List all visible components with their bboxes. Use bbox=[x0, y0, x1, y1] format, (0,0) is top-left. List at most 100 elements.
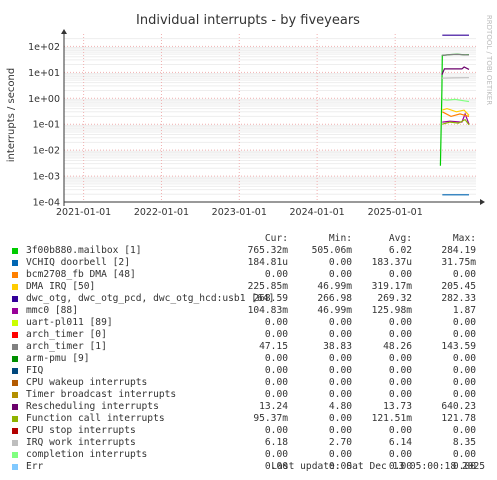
legend-value-avg: 0.00 bbox=[388, 329, 412, 340]
legend-swatch bbox=[12, 452, 18, 458]
legend-swatch bbox=[12, 320, 18, 326]
legend-swatch bbox=[12, 356, 18, 362]
legend-value-cur: 184.81u bbox=[247, 257, 288, 268]
x-tick-label: 2022-01-01 bbox=[134, 207, 189, 218]
legend-value-min: 0.00 bbox=[328, 413, 352, 424]
legend-swatch bbox=[12, 296, 18, 302]
legend-value-max: 1.87 bbox=[452, 305, 476, 316]
series-lines bbox=[439, 34, 470, 196]
legend-row: Err 0.00 0.00 0.00 0.00 bbox=[0, 461, 497, 473]
legend-swatch bbox=[12, 380, 18, 386]
legend-label: uart-pl011 [89] bbox=[26, 317, 113, 328]
legend-value-cur: 225.85m bbox=[247, 281, 288, 292]
legend-value-cur: 47.15 bbox=[259, 341, 288, 352]
legend-value-cur: 765.32m bbox=[247, 245, 288, 256]
legend-value-cur: 268.59 bbox=[253, 293, 288, 304]
legend-value-min: 46.99m bbox=[317, 305, 352, 316]
legend-value-max: 282.33 bbox=[441, 293, 476, 304]
legend-label: VCHIQ doorbell [2] bbox=[26, 257, 130, 268]
legend-value-avg: 13.73 bbox=[383, 401, 412, 412]
legend-value-min: 505.06m bbox=[311, 245, 352, 256]
legend-value-max: 205.45 bbox=[441, 281, 476, 292]
legend-value-cur: 95.37m bbox=[253, 413, 288, 424]
legend-label: arch_timer [1] bbox=[26, 341, 107, 352]
plot-background bbox=[64, 34, 476, 202]
legend-value-min: 0.00 bbox=[328, 377, 352, 388]
series-line bbox=[441, 98, 470, 103]
legend-swatch bbox=[12, 332, 18, 338]
legend-label: arch_timer [0] bbox=[26, 329, 107, 340]
legend-swatch bbox=[12, 404, 18, 410]
legend-value-max: 284.19 bbox=[441, 245, 476, 256]
legend-row: FIQ 0.00 0.00 0.00 0.00 bbox=[0, 365, 497, 377]
legend-value-avg: 6.02 bbox=[388, 245, 412, 256]
x-tick-label: 2025-01-01 bbox=[368, 207, 423, 218]
legend-row: Timer broadcast interrupts 0.00 0.00 0.00 0.… bbox=[0, 389, 497, 401]
legend-label: Rescheduling interrupts bbox=[26, 401, 159, 412]
legend-value-min: 0.00 bbox=[328, 353, 352, 364]
legend-row: 3f00b880.mailbox [1] 765.32m 505.06m 6.02 28… bbox=[0, 245, 497, 257]
series-line bbox=[441, 53, 469, 56]
legend-value-max: 31.75m bbox=[441, 257, 476, 268]
legend-value-avg: 48.26 bbox=[383, 341, 412, 352]
legend-value-avg: 6.14 bbox=[388, 437, 412, 448]
legend-row: IRQ work interrupts 6.18 2.70 6.14 8.35 bbox=[0, 437, 497, 449]
legend-value-min: 0.00 bbox=[328, 257, 352, 268]
legend-value-min: 4.80 bbox=[328, 401, 352, 412]
legend-value-max: 143.59 bbox=[441, 341, 476, 352]
legend-row: dwc_otg, dwc_otg_pcd, dwc_otg_hcd:usb1 [… bbox=[0, 293, 497, 305]
legend-value-min: 0.00 bbox=[328, 329, 352, 340]
y-tick-label: 1e-01 bbox=[33, 120, 60, 131]
legend-value-cur: 0.00 bbox=[264, 365, 288, 376]
legend-value-cur: 13.24 bbox=[259, 401, 288, 412]
legend-swatch bbox=[12, 464, 18, 470]
legend-swatch bbox=[12, 416, 18, 422]
legend-label: CPU wakeup interrupts bbox=[26, 377, 148, 388]
legend-value-avg: 125.98m bbox=[371, 305, 412, 316]
legend-row: CPU stop interrupts 0.00 0.00 0.00 0.00 bbox=[0, 425, 497, 437]
legend-swatch bbox=[12, 308, 18, 314]
legend-swatch bbox=[12, 272, 18, 278]
legend-value-max: 121.78 bbox=[441, 413, 476, 424]
legend-value-min: 0.00 bbox=[328, 269, 352, 280]
y-tick-label: 1e-03 bbox=[33, 172, 60, 183]
x-tick-label: 2023-01-01 bbox=[212, 207, 267, 218]
legend-value-cur: 0.00 bbox=[264, 461, 288, 472]
legend-label: FIQ bbox=[26, 365, 44, 376]
legend-swatch bbox=[12, 248, 18, 254]
legend-value-avg: 319.17m bbox=[371, 281, 412, 292]
legend-label: Err bbox=[26, 461, 44, 472]
legend-swatch bbox=[12, 428, 18, 434]
legend-value-min: 0.00 bbox=[328, 365, 352, 376]
legend-value-min: 2.70 bbox=[328, 437, 352, 448]
legend-row: Rescheduling interrupts 13.24 4.80 13.73 640… bbox=[0, 401, 497, 413]
legend-value-min: 46.99m bbox=[317, 281, 352, 292]
legend-value-max: 640.23 bbox=[441, 401, 476, 412]
x-tick-label: 2021-01-01 bbox=[56, 207, 111, 218]
y-tick-label: 1e+01 bbox=[28, 68, 60, 79]
legend-label: CPU stop interrupts bbox=[26, 425, 136, 436]
legend-value-avg: 121.51m bbox=[371, 413, 412, 424]
y-tick-label: 1e+02 bbox=[28, 42, 60, 53]
legend-value-min: 0.00 bbox=[328, 461, 352, 472]
legend-value-cur: 104.83m bbox=[247, 305, 288, 316]
legend-swatch bbox=[12, 344, 18, 350]
series-line bbox=[442, 112, 470, 125]
legend-value-max: 0.00 bbox=[452, 329, 476, 340]
column-header-max: Max: bbox=[452, 233, 476, 244]
legend-swatch bbox=[12, 440, 18, 446]
legend-swatch bbox=[12, 284, 18, 290]
y-tick-label: 1e-04 bbox=[33, 198, 60, 209]
legend-value-avg: 0.00 bbox=[388, 353, 412, 364]
legend-value-cur: 0.00 bbox=[264, 317, 288, 328]
legend-label: IRQ work interrupts bbox=[26, 437, 136, 448]
legend-row: DMA IRQ [50] 225.85m 46.99m 319.17m 205.45 bbox=[0, 281, 497, 293]
last-update: Last update: Sat Dec 13 05:00:18 2025 bbox=[271, 461, 485, 472]
legend-label: completion interrupts bbox=[26, 449, 148, 460]
series-line bbox=[442, 111, 470, 118]
legend-value-avg: 0.00 bbox=[388, 389, 412, 400]
legend-label: DMA IRQ [50] bbox=[26, 281, 96, 292]
legend-value-cur: 6.18 bbox=[264, 437, 288, 448]
legend-value-avg: 0.00 bbox=[388, 269, 412, 280]
legend-row: arch_timer [1] 47.15 38.83 48.26 143.59 bbox=[0, 341, 497, 353]
